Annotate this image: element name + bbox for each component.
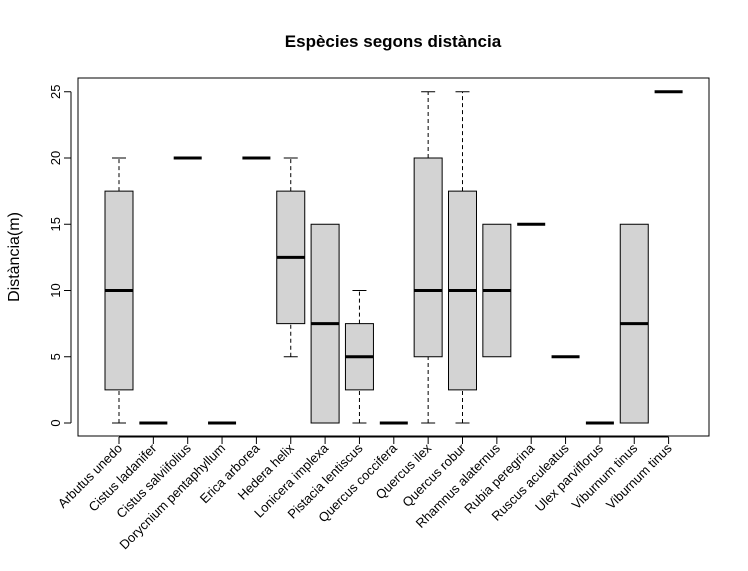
y-tick-label: 0 [48,419,63,426]
box-0 [104,157,134,424]
boxes-layer [104,90,683,425]
plot-frame [77,77,710,437]
box-7 [344,290,374,424]
box-iqr [413,157,443,358]
y-tick-label: 20 [48,151,63,165]
y-axis-label: Distància(m) [6,212,23,302]
y-axis: 0 5 10 15 20 25 [48,85,72,427]
box-10 [448,91,477,424]
box-6 [310,223,340,424]
y-tick-label: 15 [48,217,63,231]
box-15 [619,223,649,424]
box-11 [482,223,512,358]
chart-title: Espècies segons distància [285,32,502,51]
y-tick-label: 25 [48,85,63,99]
box-5 [276,157,306,358]
y-tick-label: 10 [48,283,63,297]
box-9 [413,91,443,424]
y-tick-label: 5 [48,353,63,360]
